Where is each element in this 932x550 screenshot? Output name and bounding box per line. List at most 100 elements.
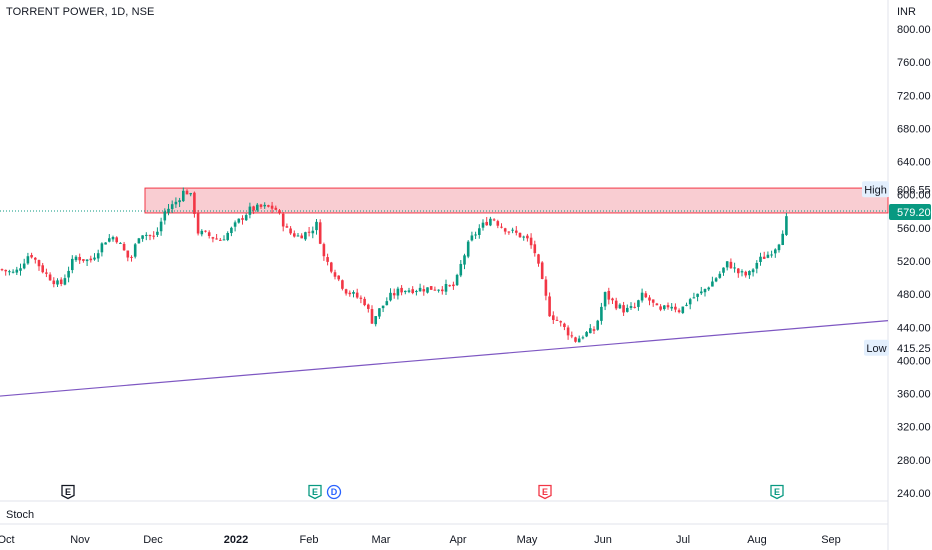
- candle-body: [315, 221, 318, 231]
- candle-body: [189, 193, 192, 195]
- candle-body: [729, 261, 733, 269]
- candle-body: [437, 289, 440, 291]
- support-trendline[interactable]: [0, 320, 889, 397]
- candle-body: [167, 208, 170, 213]
- candle-body: [392, 293, 396, 296]
- candle-body: [78, 256, 81, 261]
- candle-body: [674, 306, 677, 310]
- candle-body: [352, 292, 355, 294]
- candle-body: [119, 242, 122, 244]
- candle-body: [533, 244, 537, 254]
- candle-body: [659, 306, 662, 310]
- candle-body: [141, 235, 144, 239]
- earnings-marker-icon[interactable]: [770, 484, 784, 500]
- candle-body: [629, 306, 633, 308]
- candle-body: [26, 256, 30, 264]
- candle-body: [633, 306, 636, 308]
- candle-body: [37, 260, 41, 267]
- candle-body: [256, 204, 259, 211]
- candle-body: [89, 258, 93, 261]
- candle-body: [244, 215, 248, 221]
- price-tick-label: 520.00: [897, 256, 931, 268]
- candle-body: [429, 286, 433, 290]
- candle-body: [507, 231, 511, 233]
- candle-body: [385, 301, 389, 306]
- candle-body: [259, 204, 263, 207]
- candle-body: [0, 269, 4, 271]
- candle-body: [41, 265, 44, 273]
- candle-body: [59, 279, 63, 284]
- candle-body: [344, 289, 348, 294]
- candle-body: [111, 237, 115, 240]
- candle-body: [540, 262, 544, 279]
- candle-body: [418, 287, 422, 292]
- candle-body: [196, 212, 200, 234]
- candle-body: [648, 297, 651, 301]
- candle-body: [148, 235, 152, 237]
- candle-body: [463, 255, 466, 265]
- candle-body: [322, 244, 326, 257]
- resistance-zone-rect[interactable]: [144, 187, 889, 214]
- candle-body: [766, 254, 770, 258]
- event-marker-letter: E: [65, 487, 71, 497]
- candle-body: [785, 216, 788, 235]
- candle-body: [448, 285, 451, 287]
- candle-body: [293, 233, 296, 237]
- candle-body: [581, 337, 585, 339]
- candle-body: [100, 243, 104, 253]
- price-tick-label: 560.00: [897, 223, 931, 235]
- earnings-marker-icon[interactable]: [308, 484, 322, 500]
- candle-body: [422, 289, 426, 292]
- candle-body: [163, 211, 167, 221]
- candle-body: [755, 262, 759, 269]
- candle-body: [215, 238, 218, 240]
- candle-body: [637, 300, 640, 307]
- event-marker-letter: E: [774, 487, 780, 497]
- candle-body: [104, 242, 107, 245]
- candle-body: [30, 255, 33, 258]
- candle-body: [574, 337, 577, 342]
- dividend-marker-icon[interactable]: [326, 484, 342, 500]
- candle-body: [159, 221, 163, 232]
- time-tick-label: Feb: [300, 534, 319, 546]
- candle-body: [759, 256, 762, 262]
- candle-body: [274, 207, 278, 210]
- candle-body: [370, 309, 374, 324]
- candle-body: [515, 230, 518, 233]
- candle-body: [537, 254, 540, 264]
- time-tick-label: Jul: [676, 534, 690, 546]
- candle-body: [381, 305, 385, 309]
- candle-body: [311, 230, 315, 234]
- candle-body: [622, 305, 625, 313]
- candle-body: [74, 256, 78, 261]
- candle-body: [122, 243, 126, 251]
- candle-body: [696, 293, 699, 297]
- high-label-box: [862, 181, 889, 198]
- candle-body: [415, 291, 418, 293]
- time-axis[interactable]: Oct Nov Dec 2022 Feb Mar Apr May Jun Jul Aug Sep: [0, 534, 841, 546]
- price-tick-label: 600.00: [897, 190, 931, 202]
- earnings-marker-icon[interactable]: [61, 484, 75, 500]
- candle-body: [133, 244, 137, 257]
- earnings-marker-icon[interactable]: [538, 484, 552, 500]
- candle-body: [411, 289, 414, 293]
- candle-body: [263, 204, 266, 207]
- price-tick-label: 320.00: [897, 422, 931, 434]
- candle-body: [278, 210, 281, 214]
- candle-body: [378, 308, 381, 317]
- candle-body: [570, 335, 574, 337]
- candle-body: [126, 250, 130, 258]
- low-value: 415.25: [897, 343, 931, 355]
- price-tick-label: 280.00: [897, 455, 931, 467]
- stoch-indicator-label[interactable]: Stoch: [6, 509, 35, 521]
- candle-body: [152, 235, 155, 237]
- candle-body: [496, 221, 500, 226]
- candle-body: [651, 299, 655, 303]
- candle-body: [614, 300, 618, 309]
- candle-body: [529, 237, 533, 246]
- candle-body: [774, 249, 777, 254]
- candle-body: [396, 288, 400, 296]
- candle-body: [337, 275, 340, 280]
- price-axis[interactable]: INR 800.00 760.00 720.00 680.00 640.00 600.00 5…: [897, 6, 931, 500]
